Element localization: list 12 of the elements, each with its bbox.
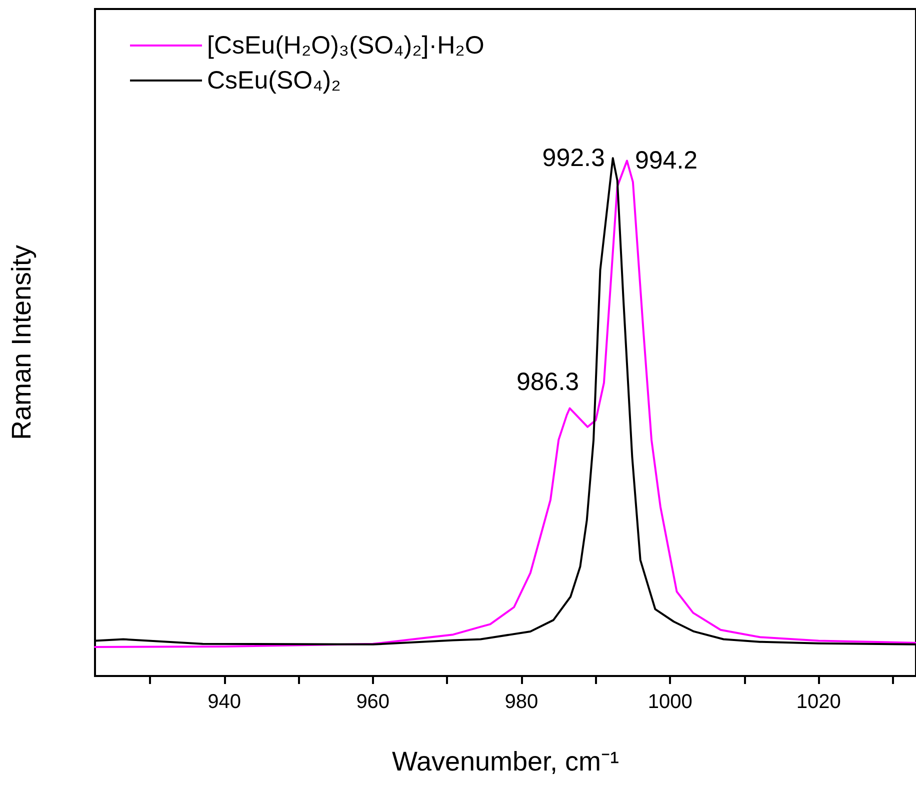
legend-label: [CsEu(H₂O)₃(SO₄)₂]·H₂O (207, 32, 484, 60)
annotation: 986.3 (516, 368, 580, 396)
x-tick-label: 960 (356, 691, 390, 713)
y-axis-title: Raman Intensity (6, 244, 36, 440)
x-tick-label: 1000 (648, 691, 692, 713)
annotation: 994.2 (634, 146, 698, 175)
x-tick-label: 1020 (796, 691, 841, 713)
legend-label: CsEu(SO₄)₂ (207, 66, 341, 94)
x-tick-label: 980 (504, 691, 538, 713)
annotation: 992.3 (542, 144, 605, 172)
x-tick-label: 940 (208, 691, 241, 713)
x-axis-title: Wavenumber, cm⁻¹ (392, 746, 620, 776)
